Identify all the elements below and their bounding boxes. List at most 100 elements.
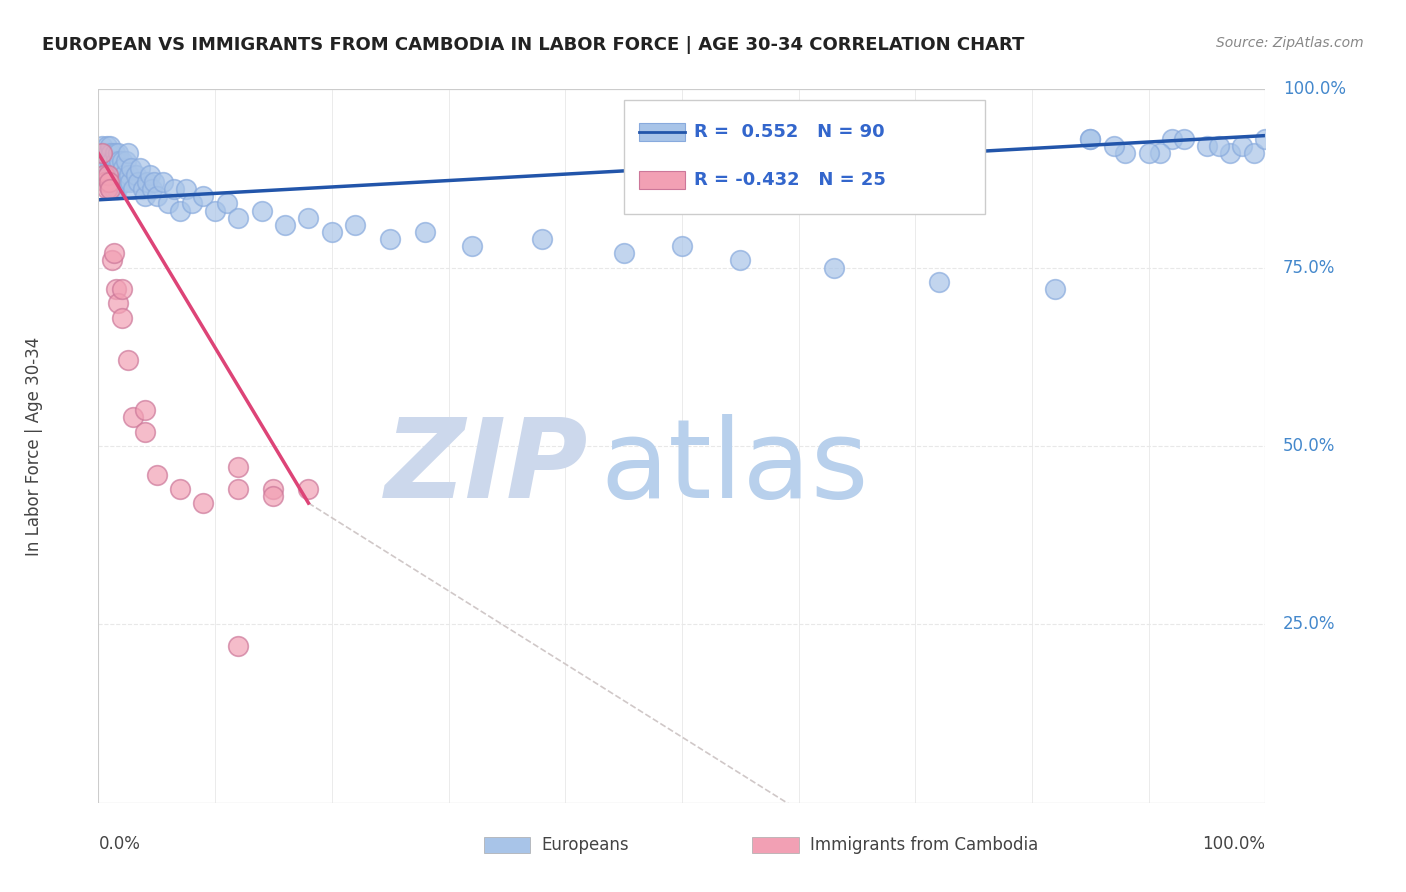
Point: [823, 260, 845, 275]
Point: [380, 232, 402, 246]
Point: [250, 203, 273, 218]
Text: Source: ZipAtlas.com: Source: ZipAtlas.com: [1216, 36, 1364, 50]
Point: [461, 239, 484, 253]
Point: [274, 218, 297, 232]
Point: [97, 168, 120, 182]
Point: [1137, 146, 1160, 161]
Point: [1219, 146, 1241, 161]
Point: [146, 467, 169, 482]
Point: [139, 168, 162, 182]
Point: [101, 253, 124, 268]
Text: In Labor Force | Age 30-34: In Labor Force | Age 30-34: [25, 336, 44, 556]
Point: [228, 639, 250, 653]
Point: [98, 182, 121, 196]
Point: [94, 175, 117, 189]
Point: [228, 460, 250, 475]
Text: 75.0%: 75.0%: [1282, 259, 1336, 277]
Point: [1149, 146, 1171, 161]
Point: [97, 175, 120, 189]
Point: [104, 146, 127, 161]
Point: [613, 246, 636, 260]
Point: [344, 218, 367, 232]
Point: [100, 146, 122, 161]
Point: [111, 153, 134, 168]
Point: [1080, 132, 1102, 146]
Point: [111, 282, 134, 296]
Point: [97, 153, 120, 168]
Point: [1243, 146, 1265, 161]
Text: Europeans: Europeans: [541, 836, 630, 854]
Point: [143, 175, 166, 189]
Point: [321, 225, 343, 239]
Point: [297, 211, 319, 225]
Point: [127, 175, 149, 189]
Point: [112, 168, 135, 182]
Point: [93, 146, 115, 161]
Point: [104, 282, 127, 296]
Point: [117, 353, 139, 368]
Point: [120, 161, 142, 175]
Text: R = -0.432   N = 25: R = -0.432 N = 25: [693, 171, 886, 189]
Point: [118, 175, 141, 189]
Point: [204, 203, 226, 218]
Bar: [484, 837, 530, 853]
Text: R =  0.552   N = 90: R = 0.552 N = 90: [693, 123, 884, 141]
Point: [262, 489, 284, 503]
Point: [104, 153, 127, 168]
Point: [1080, 132, 1102, 146]
Text: 50.0%: 50.0%: [1282, 437, 1336, 455]
Point: [90, 139, 112, 153]
Point: [1102, 139, 1125, 153]
Point: [105, 182, 128, 196]
Point: [93, 168, 115, 182]
Text: 100.0%: 100.0%: [1202, 835, 1265, 853]
Point: [1254, 132, 1277, 146]
Point: [1161, 132, 1184, 146]
Point: [1208, 139, 1230, 153]
Point: [413, 225, 436, 239]
Point: [96, 182, 118, 196]
Point: [671, 239, 693, 253]
Point: [107, 168, 129, 182]
Text: 100.0%: 100.0%: [1282, 80, 1346, 98]
Point: [115, 153, 138, 168]
Text: atlas: atlas: [600, 414, 869, 521]
Point: [117, 146, 139, 161]
Point: [103, 161, 125, 175]
Point: [104, 168, 127, 182]
Point: [118, 168, 141, 182]
Point: [193, 496, 215, 510]
Text: ZIP: ZIP: [385, 414, 589, 521]
Point: [96, 175, 118, 189]
Point: [111, 310, 134, 325]
Point: [134, 189, 156, 203]
Point: [125, 168, 148, 182]
Point: [297, 482, 319, 496]
Point: [101, 153, 124, 168]
Point: [180, 196, 202, 211]
Point: [1045, 282, 1067, 296]
Point: [1195, 139, 1218, 153]
Point: [928, 275, 950, 289]
Text: 0.0%: 0.0%: [98, 835, 141, 853]
Point: [134, 425, 156, 439]
Bar: [638, 123, 685, 141]
Point: [132, 182, 155, 196]
Bar: [638, 171, 685, 189]
Point: [122, 410, 145, 425]
Point: [262, 482, 284, 496]
Point: [114, 175, 136, 189]
Point: [110, 168, 132, 182]
Point: [97, 168, 120, 182]
Point: [98, 139, 121, 153]
Point: [1230, 139, 1253, 153]
FancyBboxPatch shape: [624, 100, 986, 214]
Point: [98, 182, 121, 196]
Point: [169, 482, 191, 496]
Point: [108, 175, 131, 189]
Point: [152, 175, 174, 189]
Point: [228, 482, 250, 496]
Point: [146, 189, 169, 203]
Point: [103, 182, 125, 196]
Point: [530, 232, 553, 246]
